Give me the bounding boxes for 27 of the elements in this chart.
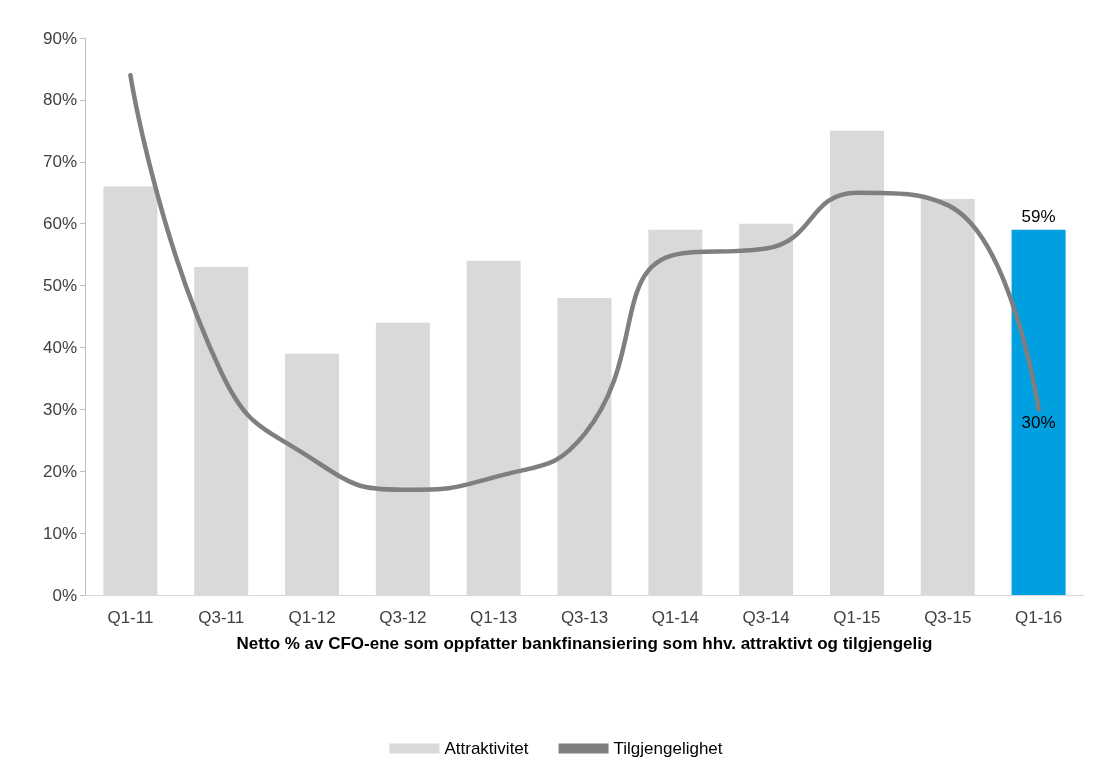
x-tick-label: Q1-12 [288, 608, 336, 627]
y-tick-label: 0% [52, 585, 77, 605]
x-axis-title: Netto % av CFO-ene som oppfatter bankfinansiering som hhv. attraktivt og tilgjengelig [236, 634, 933, 653]
x-tick-label: Q3-14 [742, 608, 790, 627]
x-tick-label: Q1-11 [107, 608, 154, 627]
y-tick-label: 30% [42, 399, 77, 419]
legend-label: Attraktivitet [444, 739, 529, 758]
data-label: 59% [1021, 206, 1056, 226]
y-tick-label: 50% [42, 276, 77, 296]
y-tick-label: 90% [42, 28, 77, 48]
x-tick-label: Q3-12 [379, 608, 427, 627]
y-tick-label: 80% [42, 90, 77, 110]
x-tick-label: Q3-11 [198, 608, 245, 627]
y-tick-label: 40% [42, 337, 77, 357]
y-tick-label: 70% [42, 152, 77, 172]
x-tick-label: Q1-13 [470, 608, 518, 627]
y-tick-label: 20% [42, 461, 77, 481]
x-tick-label: Q1-16 [1014, 608, 1063, 627]
y-tick-label: 10% [42, 523, 77, 543]
x-tick-label: Q3-13 [560, 608, 609, 627]
x-tick-label: Q1-15 [833, 608, 881, 627]
bar [1011, 229, 1066, 595]
data-label: 30% [1021, 413, 1056, 433]
x-tick-label: Q1-14 [651, 608, 699, 627]
legend-label: Tilgjengelighet [613, 739, 723, 758]
x-tick-label: Q3-15 [924, 608, 972, 627]
y-tick-label: 60% [42, 214, 77, 234]
